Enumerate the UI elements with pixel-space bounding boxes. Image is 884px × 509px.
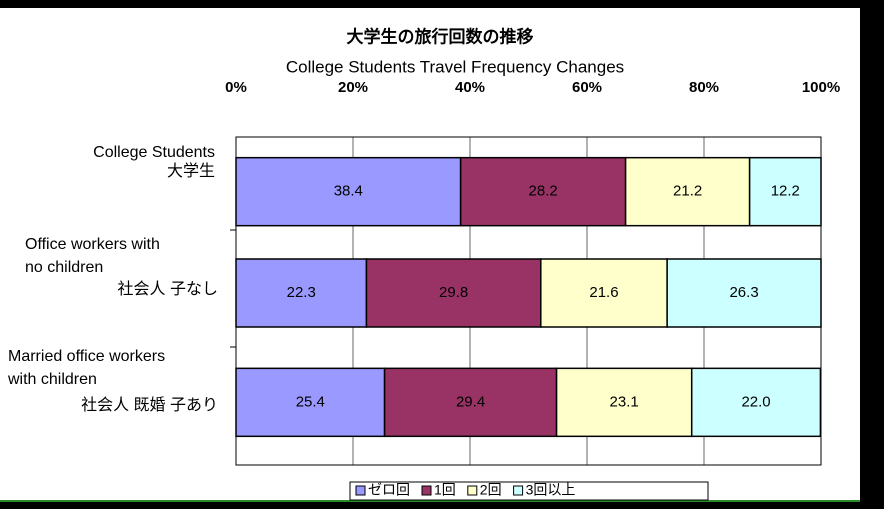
bar-segment: [235, 156, 462, 227]
legend-swatch: [355, 485, 366, 496]
data-label: 29.4: [456, 393, 485, 410]
data-label: 23.1: [610, 393, 639, 410]
x-tick-label: 100%: [802, 79, 840, 96]
bar-segment: [365, 258, 542, 328]
legend-swatch: [421, 485, 432, 496]
x-tick-label: 80%: [689, 79, 719, 96]
y-tick-label: no children: [25, 259, 103, 276]
data-label: 26.3: [729, 284, 758, 301]
x-tick-label: 40%: [455, 79, 485, 96]
legend: [349, 481, 709, 501]
data-label: 28.2: [529, 183, 558, 200]
bar-segment: [459, 156, 627, 227]
data-label: 29.8: [439, 284, 468, 301]
y-tick-label: with children: [7, 371, 97, 388]
y-tick-label: College Students: [93, 144, 215, 161]
legend-label: 1回: [434, 482, 456, 498]
bar-segment: [748, 156, 822, 227]
data-label: 12.2: [771, 183, 800, 200]
bar-segment: [555, 367, 693, 438]
legend-label: 2回: [480, 482, 502, 498]
legend-swatch: [513, 485, 524, 496]
bar-segment: [666, 258, 822, 328]
bar-segment: [235, 258, 368, 328]
x-tick-label: 20%: [338, 79, 368, 96]
data-label: 38.4: [334, 183, 363, 200]
legend-swatch: [467, 485, 478, 496]
y-tick-label: 社会人 既婚 子あり: [81, 396, 218, 414]
bar-segment: [690, 367, 822, 438]
data-label: 21.6: [589, 284, 618, 301]
data-label: 25.4: [296, 393, 325, 410]
legend-label: ゼロ回: [368, 482, 410, 498]
bar-segment: [383, 367, 558, 438]
y-tick-label: 社会人 子なし: [118, 280, 218, 298]
data-label: 21.2: [673, 183, 702, 200]
legend-label: 3回以上: [526, 482, 576, 498]
x-tick-label: 60%: [572, 79, 602, 96]
bar-segment: [235, 367, 386, 438]
y-tick-label: 大学生: [167, 162, 215, 180]
y-tick-label: Married office workers: [8, 348, 165, 365]
y-tick-label: Office workers with: [25, 236, 160, 253]
data-label: 22.3: [287, 284, 316, 301]
chart-subtitle: College Students Travel Frequency Change…: [286, 57, 624, 76]
bar-segment: [624, 156, 751, 227]
chart-title: 大学生の旅行回数の推移: [347, 26, 534, 46]
x-tick-label: 0%: [225, 79, 247, 96]
data-label: 22.0: [741, 393, 770, 410]
